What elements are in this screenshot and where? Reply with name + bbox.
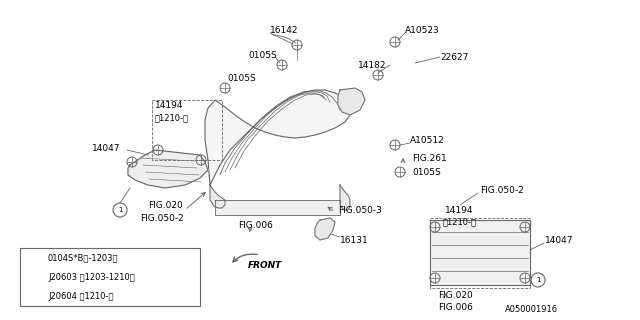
Polygon shape [430,220,530,285]
Text: 16142: 16142 [270,26,298,35]
Text: FRONT: FRONT [248,260,282,269]
Text: 0105S: 0105S [412,167,441,177]
Text: J20604 （1210-）: J20604 （1210-） [48,292,113,301]
Text: 1: 1 [118,207,122,213]
Text: 〨1210-）: 〨1210-） [155,114,189,123]
Text: 22627: 22627 [440,52,468,61]
Text: 1: 1 [29,274,35,280]
Text: 0104S*B（-1203）: 0104S*B（-1203） [48,253,118,262]
Text: FIG.050-3: FIG.050-3 [338,205,382,214]
FancyArrowPatch shape [233,254,257,262]
Text: 14047: 14047 [92,143,120,153]
Text: 14194: 14194 [155,100,184,109]
Text: 16131: 16131 [340,236,369,244]
Text: 0105S: 0105S [248,51,276,60]
Text: 0105S: 0105S [227,74,256,83]
Polygon shape [210,185,225,208]
Text: FIG.050-2: FIG.050-2 [140,213,184,222]
Bar [152,100,222,160]
Polygon shape [205,90,350,185]
Text: 1: 1 [536,277,540,283]
Bar [430,218,530,288]
Text: 14194: 14194 [445,205,474,214]
Text: J20603 （1203-1210）: J20603 （1203-1210） [48,273,135,282]
Polygon shape [215,200,340,215]
Text: FIG.020: FIG.020 [438,291,473,300]
Text: FIG.020: FIG.020 [148,201,183,210]
Polygon shape [338,88,365,115]
Text: FIG.261: FIG.261 [412,154,447,163]
Text: FIG.050-2: FIG.050-2 [480,186,524,195]
Text: A050001916: A050001916 [505,306,558,315]
Text: 〨1210-）: 〨1210-） [443,218,477,227]
Text: 14047: 14047 [545,236,573,244]
Polygon shape [315,218,335,240]
Text: 14182: 14182 [358,60,387,69]
Text: A10512: A10512 [410,135,445,145]
Text: FIG.006: FIG.006 [238,220,273,229]
Text: FIG.006: FIG.006 [438,302,473,311]
Text: A10523: A10523 [405,26,440,35]
Polygon shape [340,185,350,210]
Polygon shape [128,150,208,188]
Bar [20,248,200,306]
